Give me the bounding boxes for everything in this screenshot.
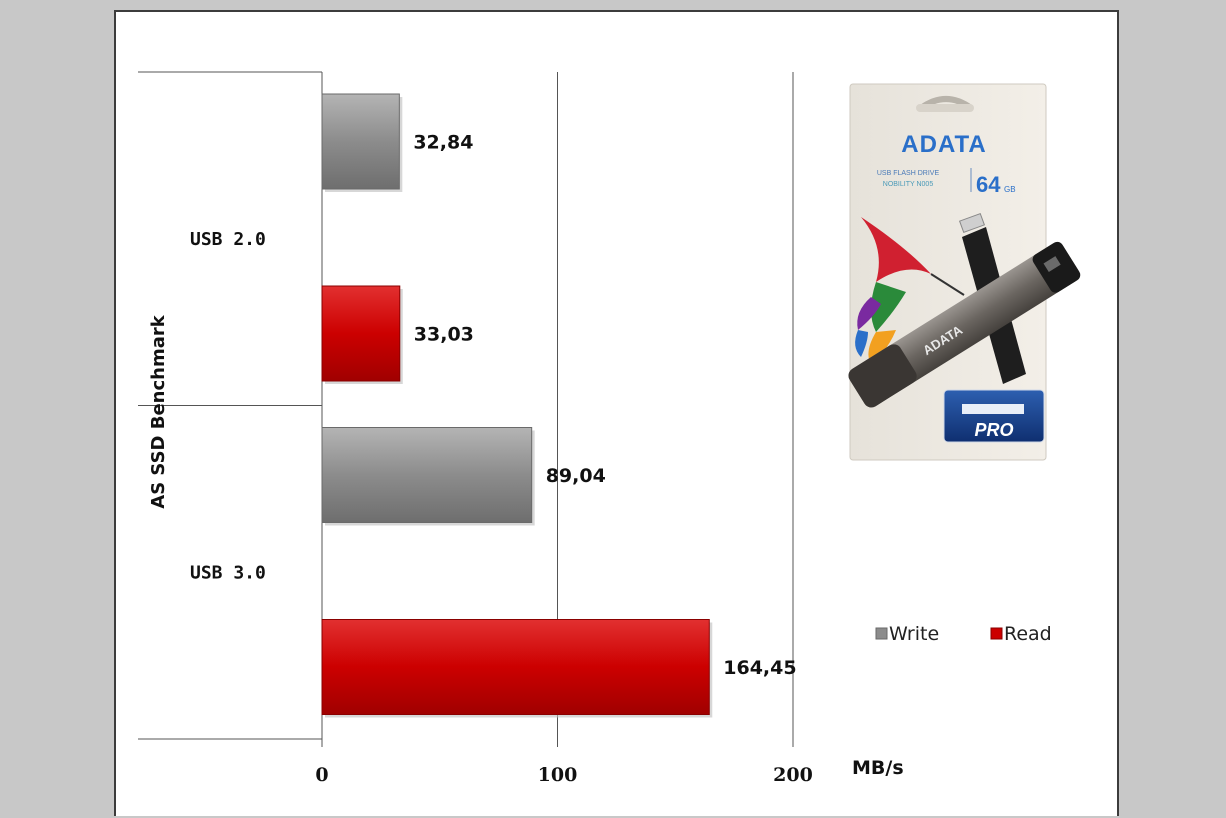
- x-tick-label: 100: [538, 764, 578, 786]
- box-capacity: 64: [976, 172, 1001, 197]
- category-label: USB 2.0: [190, 229, 266, 250]
- usb-drive: ADATA: [848, 241, 1081, 408]
- labels-layer: 0 100 200 USB 2.0 32,84 33,03 USB 3.0 89,04 164,…: [190, 132, 813, 787]
- legend-swatch-read: [990, 627, 1003, 640]
- pro-badge-text: PRO: [974, 420, 1013, 440]
- bar-read: [321, 285, 401, 382]
- x-tick-label: 200: [773, 764, 813, 786]
- box-capacity-unit: GB: [1004, 185, 1016, 194]
- box-line1: USB FLASH DRIVE: [877, 170, 940, 177]
- y-axis-label: AS SSD Benchmark: [148, 314, 169, 508]
- data-label: 32,84: [413, 132, 473, 154]
- data-label: 164,45: [723, 657, 796, 679]
- bar-write: [321, 93, 400, 190]
- legend-item-read: Read: [990, 623, 1052, 645]
- legend-label-read: Read: [1004, 623, 1052, 645]
- box-line2: NOBILITY N005: [883, 181, 934, 188]
- category-label: USB 3.0: [190, 562, 266, 583]
- bars-layer: [321, 93, 713, 718]
- legend-label-write: Write: [889, 623, 939, 645]
- data-label: 33,03: [414, 324, 474, 346]
- pro-badge: PRO: [943, 389, 1045, 443]
- legend: Write Read: [875, 623, 1052, 645]
- data-label: 89,04: [546, 465, 606, 487]
- product-box-image: ADATA USB FLASH DRIVE NOBILITY N005 64 G…: [848, 83, 1081, 461]
- hummingbird-graphic: [855, 217, 965, 364]
- legend-swatch-write: [875, 627, 888, 640]
- x-axis-unit-label: MB/s: [852, 757, 904, 779]
- x-tick-label: 0: [315, 764, 328, 786]
- chart-frame: 0 100 200 USB 2.0 32,84 33,03 USB 3.0 89,04 164,…: [114, 10, 1119, 816]
- bar-read: [321, 619, 710, 715]
- legend-item-write: Write: [875, 623, 939, 645]
- brand-logo: ADATA: [901, 131, 986, 158]
- bar-write: [321, 427, 533, 523]
- chart-area: 0 100 200 USB 2.0 32,84 33,03 USB 3.0 89,04 164,…: [138, 71, 1081, 787]
